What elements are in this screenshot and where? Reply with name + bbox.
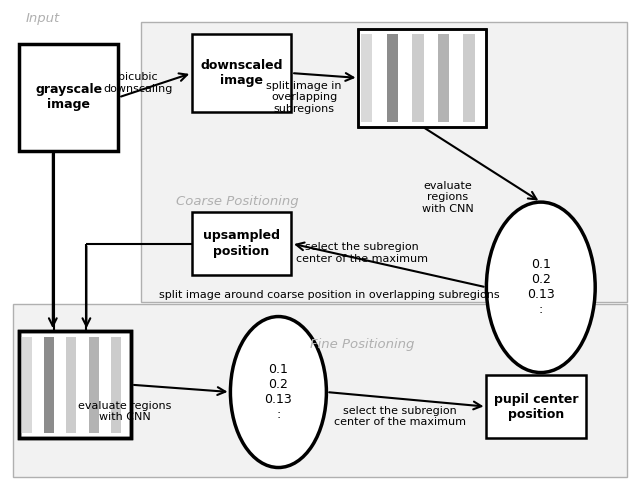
Bar [44,337,54,433]
Bar [19,44,118,151]
Bar [19,331,131,438]
Text: split image in
overlapping
subregions: split image in overlapping subregions [266,81,342,114]
Text: 0.1
0.2
0.13
:: 0.1 0.2 0.13 : [264,363,292,421]
Text: 0.1
0.2
0.13
:: 0.1 0.2 0.13 : [527,258,555,317]
Bar [141,22,627,302]
Bar [88,337,99,433]
Text: Input: Input [26,12,60,25]
Text: downscaled
image: downscaled image [200,59,283,87]
Ellipse shape [486,202,595,373]
Ellipse shape [230,317,326,468]
Bar [463,34,475,122]
Text: split image around coarse position in overlapping subregions: split image around coarse position in ov… [159,290,500,300]
Text: Coarse Positioning: Coarse Positioning [176,195,299,208]
Bar [111,337,121,433]
Bar [358,29,486,127]
Text: select the subregion
center of the maximum: select the subregion center of the maxim… [334,406,466,427]
Bar [438,34,449,122]
Bar [19,331,131,438]
Bar [192,34,291,112]
Bar [13,304,627,477]
Bar [387,34,398,122]
Text: evaluate regions
with CNN: evaluate regions with CNN [78,401,172,422]
Bar [67,337,76,433]
Text: select the subregion
center of the maximum: select the subregion center of the maxim… [296,243,428,264]
Text: upsampled
position: upsampled position [203,229,280,258]
Bar [361,34,372,122]
Bar [412,34,424,122]
Bar [486,375,586,438]
Text: Fine Positioning: Fine Positioning [310,338,415,352]
Bar [192,212,291,275]
Text: evaluate
regions
with CNN: evaluate regions with CNN [422,181,474,214]
Bar [22,337,31,433]
Text: bicubic
downscaling: bicubic downscaling [103,72,172,94]
Text: grayscale
image: grayscale image [35,83,102,112]
Bar [358,29,486,127]
Text: pupil center
position: pupil center position [493,393,579,421]
